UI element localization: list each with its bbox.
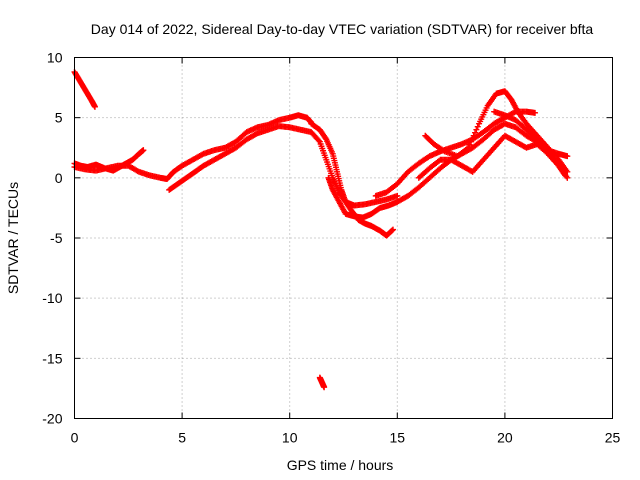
series-arc-5: [308, 120, 396, 239]
series-arc-10: [491, 108, 569, 179]
ticks: [74, 57, 613, 419]
series-arc-1: [71, 68, 98, 110]
data-point: [469, 135, 476, 142]
data-point: [322, 135, 329, 142]
tick-labels: 0 5 10 15 20 25 -20 -15 -10 -5 0 5 10: [42, 50, 620, 446]
data-point: [466, 141, 473, 148]
data-point: [91, 103, 98, 110]
y-tick-label: 0: [55, 170, 63, 186]
y-tick-label: -10: [42, 290, 62, 306]
x-tick-label: 25: [605, 430, 621, 446]
y-tick-label: 5: [55, 110, 63, 126]
data-points: [71, 68, 571, 391]
y-tick-label: -5: [50, 230, 63, 246]
data-point: [468, 138, 475, 145]
data-point: [394, 192, 401, 199]
y-tick-label: -15: [42, 350, 62, 366]
series-arc-11: [316, 374, 328, 391]
y-axis-label: SDTVAR / TECUs: [5, 182, 21, 294]
data-point: [562, 172, 569, 179]
data-point: [564, 153, 571, 160]
data-point: [474, 123, 481, 130]
data-point: [473, 126, 480, 133]
x-tick-label: 0: [71, 430, 79, 446]
x-tick-label: 15: [390, 430, 406, 446]
data-point: [315, 137, 322, 144]
series-arc-8: [415, 132, 571, 181]
data-point: [389, 227, 396, 234]
x-axis-label: GPS time / hours: [287, 457, 394, 473]
chart-title: Day 014 of 2022, Sidereal Day-to-day VTE…: [91, 21, 594, 37]
data-point: [472, 129, 479, 136]
data-point: [561, 171, 568, 178]
data-point: [470, 132, 477, 139]
data-point: [532, 109, 539, 116]
x-tick-label: 10: [282, 430, 298, 446]
data-point: [140, 147, 147, 154]
data-point: [465, 144, 472, 151]
x-tick-label: 5: [178, 430, 186, 446]
series-arc-4: [166, 123, 401, 209]
x-tick-label: 20: [497, 430, 513, 446]
y-tick-label: 10: [47, 50, 63, 66]
y-tick-label: -20: [42, 411, 62, 427]
series-arc-9: [422, 88, 571, 175]
data-point: [321, 384, 328, 391]
data-point: [389, 226, 396, 233]
